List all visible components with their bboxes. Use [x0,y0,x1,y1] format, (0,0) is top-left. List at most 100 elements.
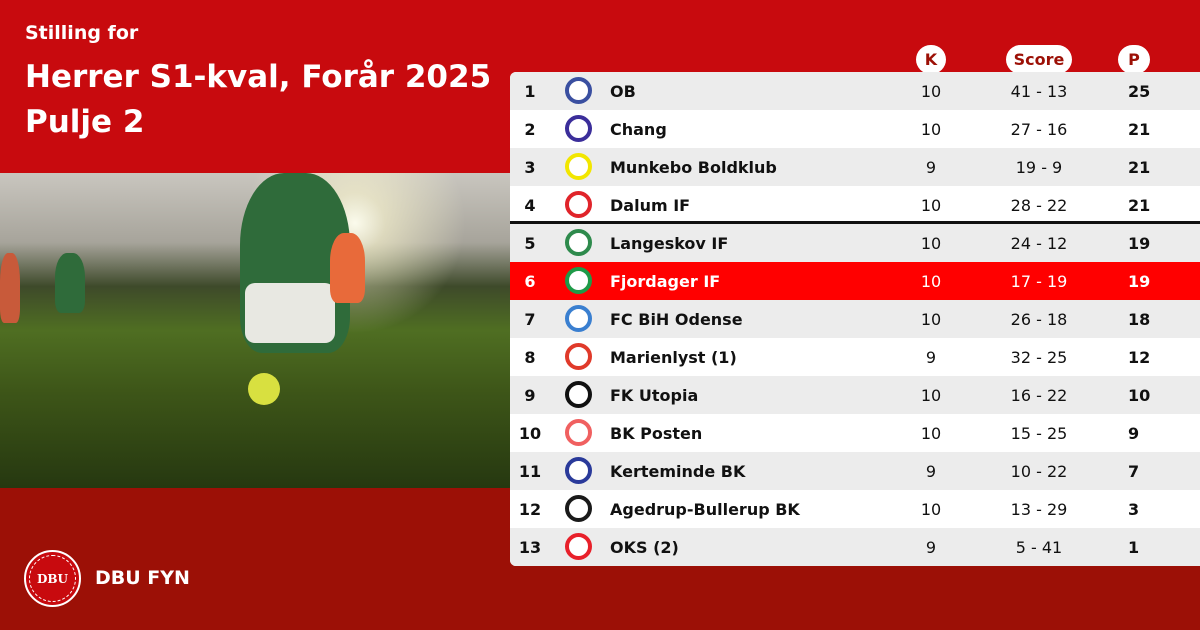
team-crest-icon [565,153,592,180]
table-row: 8 Marienlyst (1) 9 32 - 25 12 [510,338,1200,376]
points-cell: 7 [1128,462,1140,481]
table-row: 7 FC BiH Odense 10 26 - 18 18 [510,300,1200,338]
matches-cell: 10 [920,424,942,443]
team-name: Munkebo Boldklub [610,158,777,177]
score-cell: 15 - 25 [1010,424,1068,443]
team-crest-icon [565,381,592,408]
score-cell: 24 - 12 [1010,234,1068,253]
points-cell: 3 [1128,500,1140,519]
matches-cell: 9 [925,348,937,367]
rank-cell: 13 [518,538,542,557]
matches-cell: 9 [925,538,937,557]
column-header-p: P [1118,45,1150,74]
rank-cell: 6 [524,272,536,291]
team-crest-icon [565,191,592,218]
team-crest-icon [565,305,592,332]
team-crest-icon [565,229,592,256]
team-name: Chang [610,120,667,139]
score-cell: 13 - 29 [1010,500,1068,519]
points-cell: 18 [1128,310,1151,329]
ball [248,373,280,405]
promotion-divider [510,221,1200,224]
points-cell: 1 [1128,538,1140,557]
team-name: Marienlyst (1) [610,348,737,367]
rank-cell: 7 [524,310,536,329]
matches-cell: 10 [920,386,942,405]
dbu-logo-text: DBU [29,555,76,602]
points-cell: 21 [1128,158,1151,177]
rank-cell: 10 [518,424,542,443]
matches-cell: 10 [920,196,942,215]
rank-cell: 9 [524,386,536,405]
score-cell: 41 - 13 [1010,82,1068,101]
team-crest-icon [565,533,592,560]
team-crest-icon [565,77,592,104]
score-cell: 17 - 19 [1010,272,1068,291]
points-cell: 19 [1128,272,1151,291]
score-cell: 5 - 41 [1015,538,1063,557]
team-name: Fjordager IF [610,272,721,291]
matches-cell: 9 [925,462,937,481]
player-figure [55,253,85,313]
table-row: 12 Agedrup-Bullerup BK 10 13 - 29 3 [510,490,1200,528]
matches-cell: 10 [920,234,942,253]
team-name: FK Utopia [610,386,699,405]
column-header-k: K [916,45,946,74]
title-line-2: Pulje 2 [25,104,145,140]
subtitle: Stilling for [25,22,139,44]
page-title: Herrer S1-kval, Forår 2025 Pulje 2 [25,55,491,145]
points-cell: 9 [1128,424,1140,443]
title-line-1: Herrer S1-kval, Forår 2025 [25,59,492,95]
rank-cell: 8 [524,348,536,367]
team-crest-icon [565,343,592,370]
points-cell: 25 [1128,82,1151,101]
matches-cell: 9 [925,158,937,177]
score-cell: 28 - 22 [1010,196,1068,215]
player-figure [0,253,20,323]
score-cell: 16 - 22 [1010,386,1068,405]
matches-cell: 10 [920,310,942,329]
score-cell: 19 - 9 [1015,158,1063,177]
team-name: Kerteminde BK [610,462,746,481]
matches-cell: 10 [920,272,942,291]
score-cell: 10 - 22 [1010,462,1068,481]
points-cell: 21 [1128,196,1151,215]
table-row: 1 OB 10 41 - 13 25 [510,72,1200,110]
score-cell: 27 - 16 [1010,120,1068,139]
brand-name: DBU FYN [95,567,190,589]
team-name: Agedrup-Bullerup BK [610,500,800,519]
football-photo [0,173,510,488]
score-cell: 32 - 25 [1010,348,1068,367]
team-crest-icon [565,419,592,446]
player-figure [330,233,365,303]
table-row: 13 OKS (2) 9 5 - 41 1 [510,528,1200,566]
team-name: Langeskov IF [610,234,729,253]
rank-cell: 12 [518,500,542,519]
table-row: 3 Munkebo Boldklub 9 19 - 9 21 [510,148,1200,186]
matches-cell: 10 [920,82,942,101]
rank-cell: 2 [524,120,536,139]
table-row: 4 Dalum IF 10 28 - 22 21 [510,186,1200,224]
points-cell: 10 [1128,386,1151,405]
table-row: 2 Chang 10 27 - 16 21 [510,110,1200,148]
team-name: FC BiH Odense [610,310,743,329]
matches-cell: 10 [920,500,942,519]
dbu-logo: DBU [24,550,81,607]
team-crest-icon [565,457,592,484]
team-crest-icon [565,267,592,294]
standings-table: 1 OB 10 41 - 13 25 2 Chang 10 27 - 16 21 3 Munkebo … [510,72,1200,566]
table-row: 5 Langeskov IF 10 24 - 12 19 [510,224,1200,262]
score-cell: 26 - 18 [1010,310,1068,329]
table-row: 10 BK Posten 10 15 - 25 9 [510,414,1200,452]
table-row: 9 FK Utopia 10 16 - 22 10 [510,376,1200,414]
matches-cell: 10 [920,120,942,139]
rank-cell: 5 [524,234,536,253]
team-crest-icon [565,495,592,522]
rank-cell: 11 [518,462,542,481]
column-header-score: Score [1006,45,1072,74]
table-row: 6 Fjordager IF 10 17 - 19 19 [510,262,1200,300]
rank-cell: 3 [524,158,536,177]
rank-cell: 1 [524,82,536,101]
points-cell: 19 [1128,234,1151,253]
points-cell: 12 [1128,348,1151,367]
